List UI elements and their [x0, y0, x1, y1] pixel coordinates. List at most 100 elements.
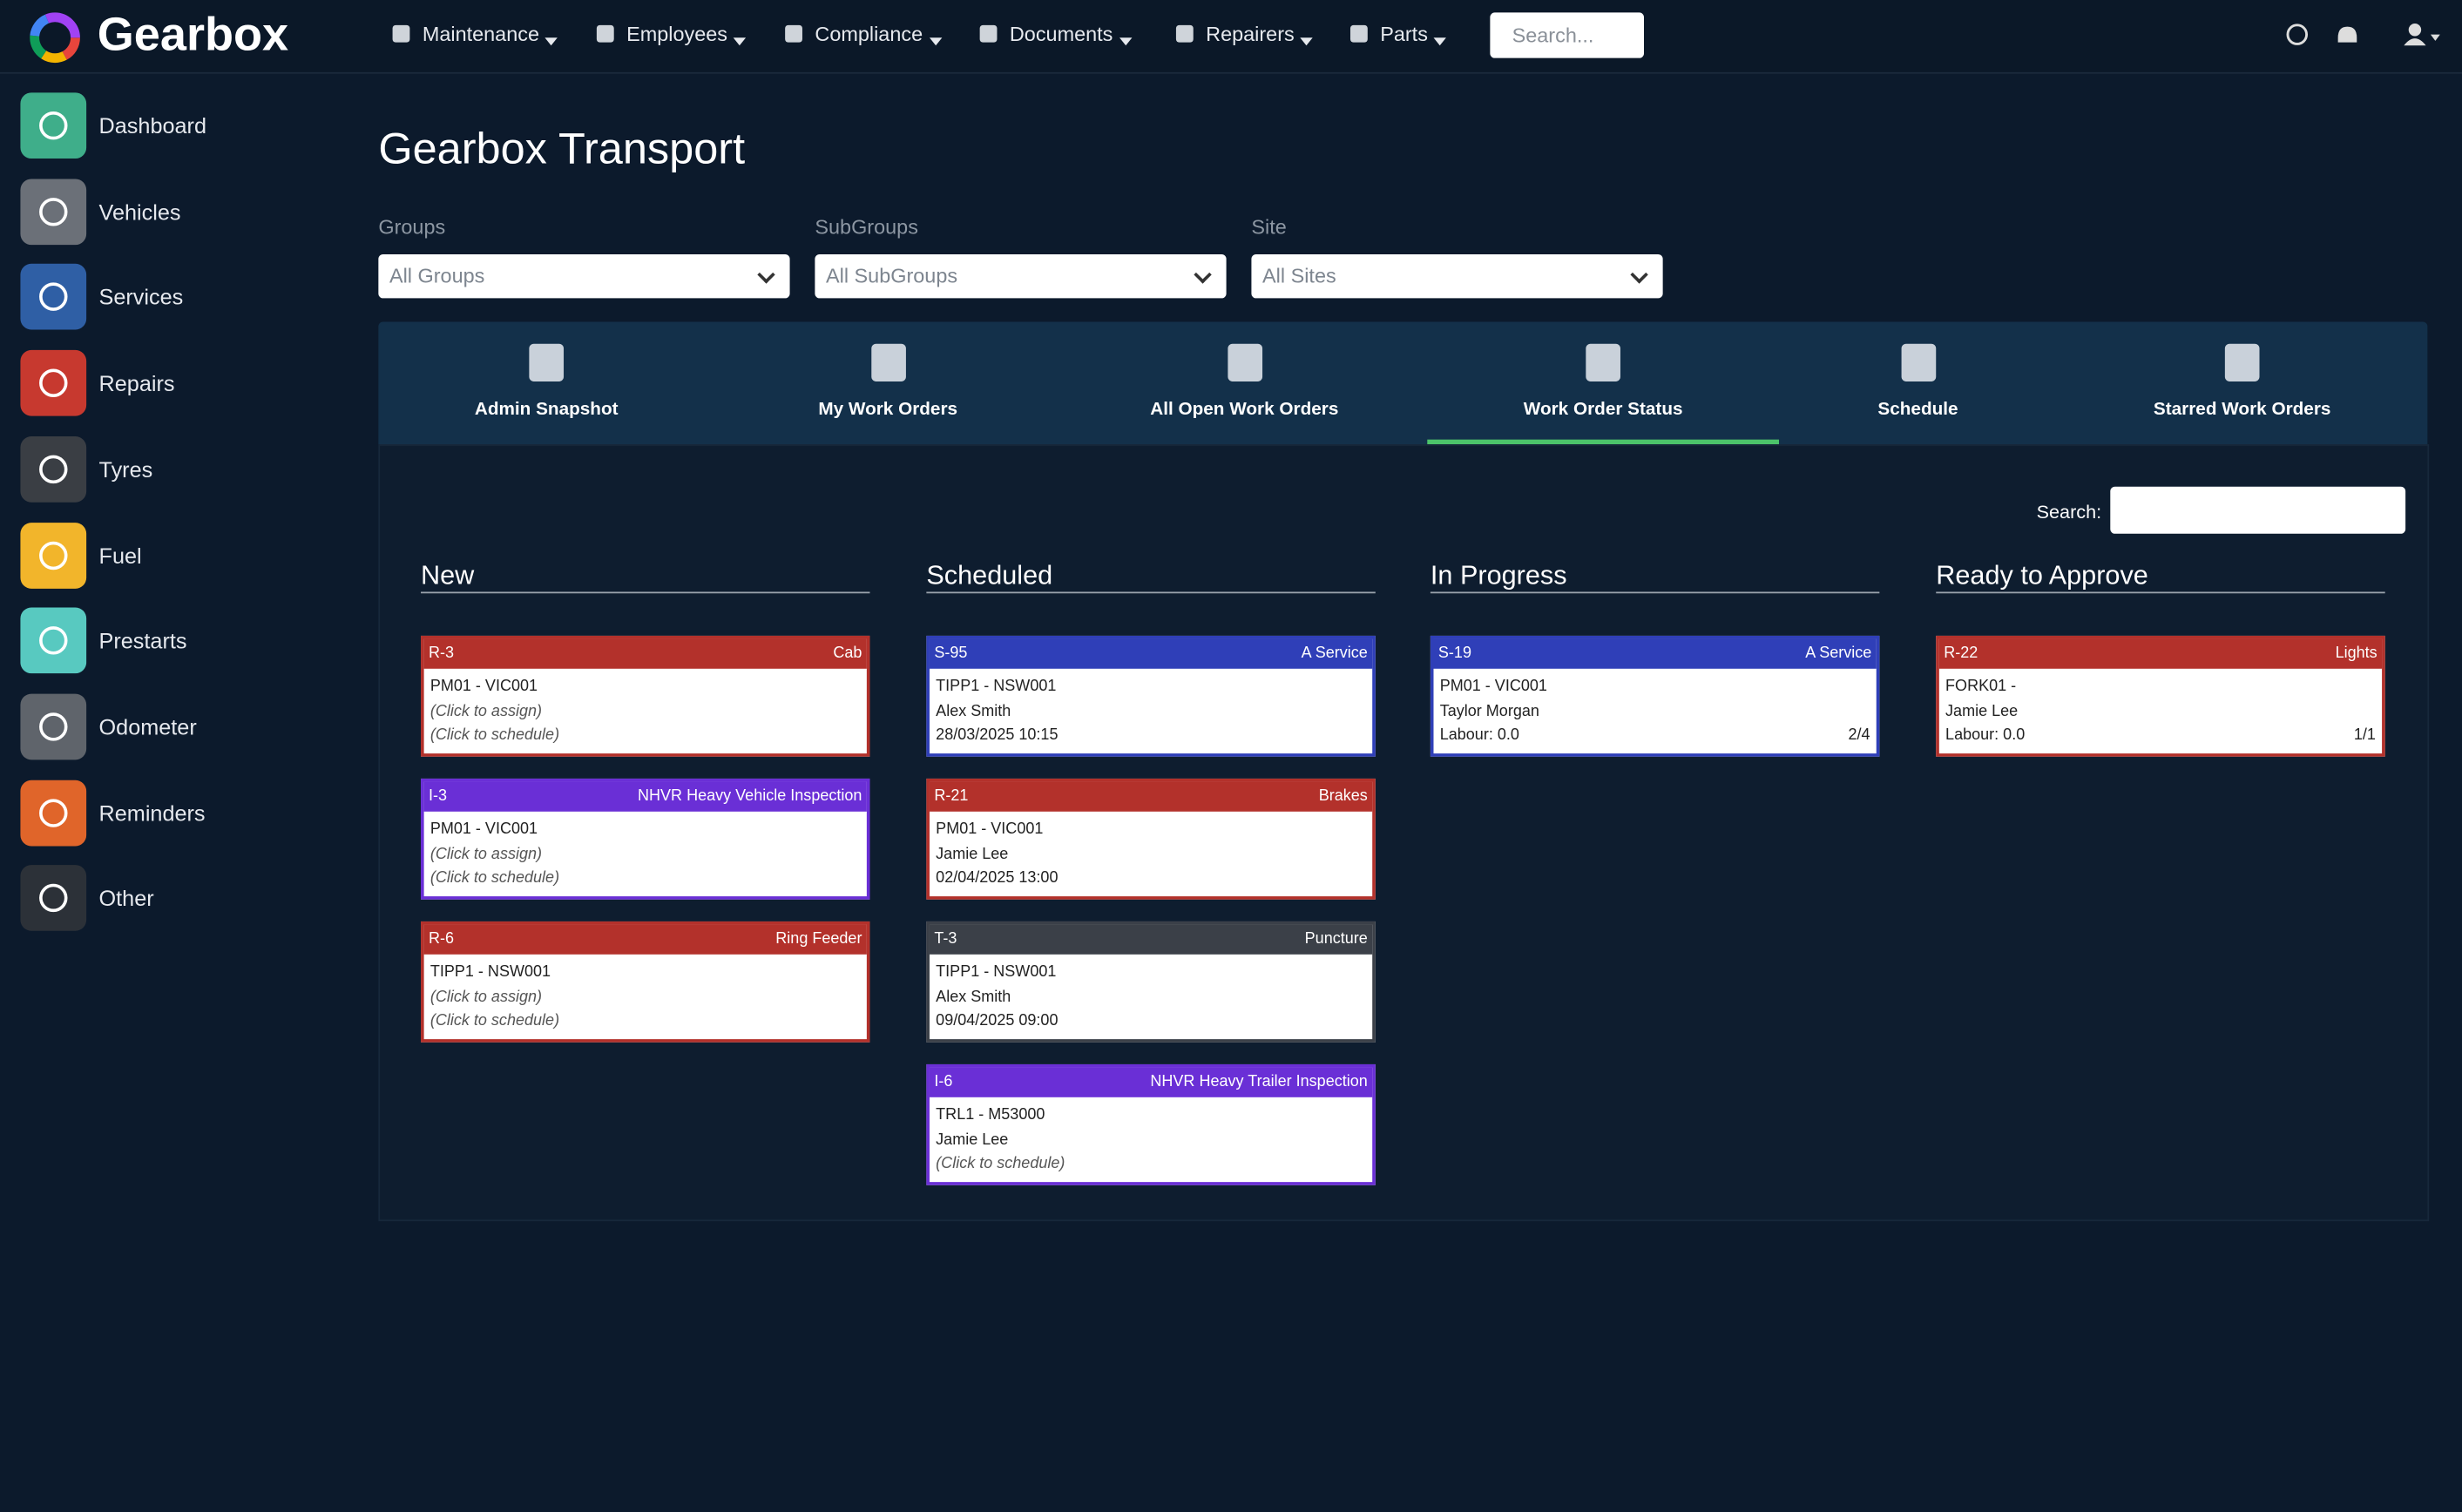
- card-id: R-6: [429, 930, 455, 948]
- filter-select[interactable]: All Sites: [1251, 253, 1663, 299]
- card-header: I-3 NHVR Heavy Vehicle Inspection: [423, 781, 867, 812]
- caret: [545, 37, 558, 46]
- nav-icon: [785, 24, 802, 43]
- nav-label: Repairers: [1206, 22, 1295, 46]
- sidebar-item[interactable]: Reminders: [20, 780, 334, 846]
- card-count: 2/4: [1848, 726, 1870, 745]
- sidebar-item[interactable]: Dashboard: [20, 92, 334, 159]
- tab[interactable]: Starred Work Orders: [2057, 321, 2427, 444]
- tab[interactable]: Admin Snapshot: [378, 321, 714, 444]
- work-order-card[interactable]: S-19 A Service PM01 - VIC001 Taylor Morgan L…: [1430, 635, 1880, 757]
- nav-icon: [979, 24, 998, 43]
- tab[interactable]: Work Order Status: [1427, 321, 1780, 445]
- card-line: (Click to schedule): [429, 1012, 560, 1030]
- card-type: A Service: [1805, 645, 1872, 663]
- tab-icon: [870, 343, 906, 381]
- column-title: Scheduled: [926, 560, 1053, 591]
- sidebar-item[interactable]: Vehicles: [20, 178, 334, 245]
- sidebar-item[interactable]: Prestarts: [20, 607, 334, 674]
- sidebar-item[interactable]: Services: [20, 264, 334, 331]
- nav-item[interactable]: Repairers: [1175, 22, 1314, 46]
- tab-icon: [1227, 343, 1262, 381]
- card-line: (Click to assign): [429, 988, 543, 1006]
- tab-label: Admin Snapshot: [474, 400, 619, 420]
- work-order-card[interactable]: T-3 Puncture TIPP1 - NSW001 Alex Smith 09/04…: [926, 921, 1376, 1043]
- card-count: 1/1: [2353, 726, 2376, 745]
- card-line: (Click to assign): [429, 845, 543, 863]
- card-line: Jamie Lee: [936, 1131, 1009, 1149]
- card-body: PM01 - VIC001 (Click to assign) (Click to …: [424, 812, 867, 891]
- brand[interactable]: Gearbox: [97, 9, 289, 62]
- nav-icon: [596, 24, 614, 43]
- card-id: R-21: [934, 787, 969, 806]
- card-line: (Click to schedule): [429, 726, 560, 745]
- sidebar-item[interactable]: Odometer: [20, 693, 334, 760]
- sidebar-label: Odometer: [98, 713, 197, 739]
- nav-item[interactable]: Employees: [596, 22, 747, 46]
- global-search[interactable]: Search...: [1490, 12, 1645, 58]
- nav-icon: [1349, 24, 1368, 43]
- work-order-card[interactable]: I-3 NHVR Heavy Vehicle Inspection PM01 - V…: [421, 778, 870, 900]
- card-line: PM01 - VIC001: [1439, 678, 1547, 696]
- tab[interactable]: All Open Work Orders: [1061, 321, 1427, 444]
- search-label: Search:: [2036, 500, 2102, 523]
- nav-icon: [392, 24, 410, 43]
- card-id: S-19: [1437, 645, 1471, 663]
- tab[interactable]: Schedule: [1779, 321, 2057, 444]
- filter-label: Groups: [378, 214, 446, 239]
- column-title: Ready to Approve: [1936, 560, 2148, 591]
- work-order-card[interactable]: S-95 A Service TIPP1 - NSW001 Alex Smith 28/…: [926, 635, 1376, 757]
- card-body: TIPP1 - NSW001 Alex Smith 28/03/2025 10:15: [930, 669, 1372, 748]
- nav-label: Parts: [1380, 22, 1428, 46]
- work-order-card[interactable]: R-6 Ring Feeder TIPP1 - NSW001 (Click to as…: [421, 921, 870, 1043]
- card-line: 28/03/2025 10:15: [936, 726, 1059, 745]
- card-body: FORK01 - Jamie Lee Labour: 0.0 1/1: [1939, 669, 2382, 748]
- work-order-card[interactable]: R-21 Brakes PM01 - VIC001 Jamie Lee 02/04/20…: [926, 778, 1376, 900]
- tab-label: All Open Work Orders: [1150, 400, 1339, 420]
- page-title: Gearbox Transport: [378, 124, 746, 173]
- sidebar-icon: [20, 865, 87, 932]
- card-line: Jamie Lee: [936, 845, 1009, 863]
- sidebar-item[interactable]: Tyres: [20, 435, 334, 503]
- card-id: R-22: [1944, 645, 1978, 663]
- card-line: 09/04/2025 09:00: [936, 1012, 1059, 1030]
- card-line: Alex Smith: [936, 702, 1011, 720]
- tab-bar: [378, 321, 2428, 445]
- work-order-card[interactable]: R-22 Lights FORK01 - Jamie Lee Labour: 0.0 1/…: [1936, 635, 2385, 757]
- card-line: Taylor Morgan: [1439, 702, 1539, 720]
- nav-item[interactable]: Documents: [979, 22, 1133, 46]
- card-line: Alex Smith: [936, 988, 1011, 1006]
- card-line: TIPP1 - NSW001: [429, 963, 551, 982]
- card-line: (Click to assign): [429, 702, 543, 720]
- nav-item[interactable]: Compliance: [785, 22, 942, 46]
- filter-select[interactable]: All SubGroups: [815, 253, 1227, 299]
- card-id: S-95: [934, 645, 968, 663]
- sidebar-label: Prestarts: [98, 628, 187, 654]
- card-line: TIPP1 - NSW001: [936, 678, 1057, 696]
- card-line: PM01 - VIC001: [429, 678, 538, 696]
- column-rule: [926, 591, 1376, 594]
- nav-label: Documents: [1009, 22, 1113, 46]
- card-body: PM01 - VIC001 Jamie Lee 02/04/2025 13:00: [930, 812, 1372, 891]
- card-line: Labour: 0.0 1/1: [1939, 724, 2382, 748]
- card-header: S-19 A Service: [1433, 638, 1877, 669]
- sidebar-item[interactable]: Other: [20, 865, 334, 932]
- column-rule: [421, 591, 870, 594]
- card-line: TIPP1 - NSW001: [936, 963, 1057, 982]
- card-type: Brakes: [1318, 787, 1368, 806]
- board-search[interactable]: [2110, 486, 2406, 534]
- sidebar-label: Vehicles: [98, 199, 181, 225]
- sidebar-item[interactable]: Repairs: [20, 350, 334, 416]
- caret: [734, 37, 747, 46]
- work-order-card[interactable]: I-6 NHVR Heavy Trailer Inspection TRL1 - M…: [926, 1063, 1376, 1185]
- work-order-card[interactable]: R-3 Cab PM01 - VIC001 (Click to assign) (Cli…: [421, 635, 870, 757]
- tab[interactable]: My Work Orders: [714, 321, 1061, 444]
- nav-item[interactable]: Parts: [1349, 22, 1447, 46]
- filter-label: SubGroups: [815, 214, 918, 239]
- card-body: PM01 - VIC001 (Click to assign) (Click to …: [424, 669, 867, 748]
- nav-item[interactable]: Maintenance: [392, 22, 558, 46]
- filter-select[interactable]: All Groups: [378, 253, 790, 299]
- sidebar-item[interactable]: Fuel: [20, 522, 334, 588]
- sidebar-label: Dashboard: [98, 112, 207, 138]
